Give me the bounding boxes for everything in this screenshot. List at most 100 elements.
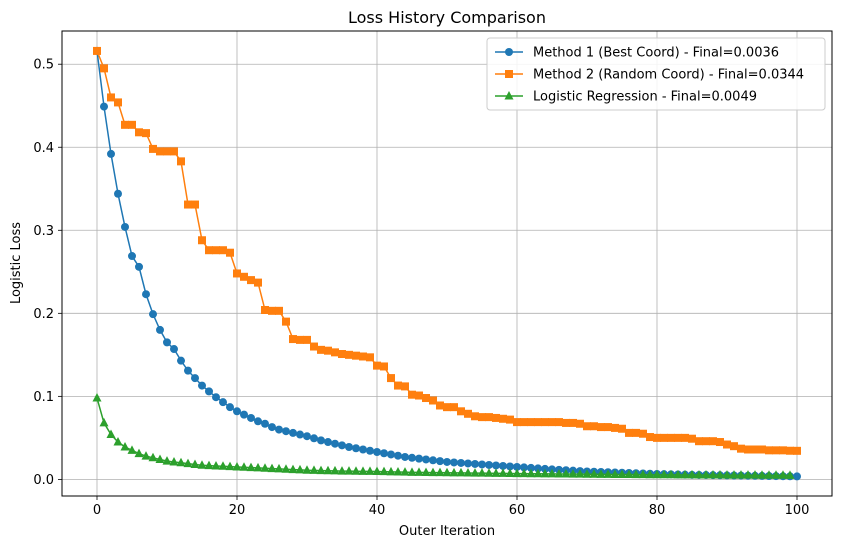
data-point bbox=[387, 374, 395, 383]
data-point bbox=[176, 457, 186, 467]
legend-box bbox=[486, 37, 826, 111]
data-point bbox=[149, 310, 157, 319]
data-point bbox=[401, 382, 409, 391]
data-point bbox=[589, 469, 599, 478]
data-point bbox=[569, 418, 577, 427]
data-point bbox=[310, 342, 318, 351]
data-point bbox=[534, 418, 542, 427]
legend-entry: Method 1 (Best Coord) - Final=0.0036 bbox=[495, 46, 779, 61]
data-point bbox=[751, 445, 759, 454]
data-point bbox=[204, 460, 214, 470]
data-point bbox=[730, 442, 738, 451]
x-tick-label: 40 bbox=[369, 503, 386, 518]
data-point bbox=[282, 427, 290, 436]
data-point bbox=[764, 470, 774, 479]
data-point bbox=[366, 446, 374, 455]
data-point bbox=[583, 422, 591, 431]
data-point bbox=[155, 454, 165, 463]
data-point bbox=[625, 428, 633, 437]
data-point bbox=[443, 457, 451, 466]
data-point bbox=[436, 457, 444, 466]
data-point bbox=[114, 98, 122, 107]
chart-title: Loss History Comparison bbox=[348, 8, 546, 27]
data-point bbox=[540, 468, 550, 478]
data-point bbox=[345, 443, 353, 452]
data-point bbox=[316, 465, 326, 475]
data-point bbox=[429, 456, 437, 465]
data-point bbox=[687, 469, 697, 479]
data-point bbox=[302, 465, 312, 474]
data-point bbox=[296, 335, 304, 344]
data-point bbox=[737, 444, 745, 453]
data-point bbox=[247, 413, 255, 422]
data-point bbox=[100, 102, 108, 111]
data-point bbox=[722, 470, 732, 479]
x-tick-label: 80 bbox=[649, 503, 666, 518]
data-point bbox=[408, 390, 416, 399]
data-point bbox=[366, 353, 374, 362]
data-point bbox=[758, 445, 766, 454]
data-point bbox=[303, 432, 311, 441]
data-point bbox=[289, 428, 297, 437]
data-point bbox=[750, 470, 760, 479]
data-point bbox=[135, 262, 143, 271]
data-point bbox=[233, 407, 241, 416]
data-point bbox=[372, 466, 382, 476]
data-point bbox=[352, 444, 360, 453]
data-point bbox=[701, 469, 711, 479]
data-point bbox=[765, 446, 773, 455]
data-point bbox=[310, 434, 318, 443]
data-point bbox=[198, 381, 206, 390]
data-point bbox=[610, 469, 620, 478]
data-point bbox=[106, 429, 116, 439]
y-axis-title: Logistic Loss bbox=[9, 222, 24, 304]
series-line bbox=[96, 50, 798, 478]
data-point bbox=[415, 391, 423, 400]
data-point bbox=[261, 306, 269, 314]
data-point bbox=[429, 396, 437, 405]
data-point bbox=[478, 460, 486, 469]
series-2 bbox=[93, 46, 801, 455]
data-point bbox=[778, 470, 788, 479]
data-point bbox=[393, 467, 403, 476]
x-tick-label: 100 bbox=[785, 503, 810, 518]
data-point bbox=[757, 470, 767, 479]
data-point bbox=[344, 466, 354, 475]
data-point bbox=[694, 469, 704, 479]
data-point bbox=[673, 469, 683, 479]
data-point bbox=[127, 445, 137, 454]
data-point bbox=[450, 458, 458, 467]
x-tick-label: 0 bbox=[93, 503, 101, 518]
data-point bbox=[793, 446, 801, 455]
data-point bbox=[596, 469, 606, 478]
data-point bbox=[478, 413, 486, 422]
data-point bbox=[793, 472, 801, 481]
data-point bbox=[156, 325, 164, 334]
data-point bbox=[408, 453, 416, 462]
data-point bbox=[107, 93, 115, 102]
data-point bbox=[554, 468, 564, 478]
series-line bbox=[96, 50, 798, 452]
y-tick-label: 0.2 bbox=[33, 307, 54, 322]
y-tick-label: 0.4 bbox=[33, 141, 54, 156]
data-point bbox=[786, 446, 794, 455]
data-point bbox=[120, 442, 130, 451]
data-point bbox=[555, 418, 563, 427]
data-point bbox=[603, 469, 613, 478]
data-point bbox=[527, 463, 535, 472]
data-point bbox=[352, 351, 360, 360]
data-point bbox=[121, 222, 129, 231]
data-point bbox=[218, 461, 228, 470]
data-point bbox=[709, 437, 717, 446]
data-point bbox=[275, 306, 283, 315]
series-layer bbox=[92, 46, 801, 481]
data-point bbox=[639, 429, 647, 438]
data-point bbox=[492, 413, 500, 422]
data-point bbox=[254, 278, 262, 287]
data-point bbox=[274, 463, 284, 473]
data-point bbox=[597, 423, 605, 432]
x-axis: 0 20 40 60 80 100 bbox=[93, 496, 810, 518]
data-point bbox=[463, 467, 473, 477]
data-point bbox=[442, 467, 452, 477]
data-point bbox=[142, 290, 150, 299]
